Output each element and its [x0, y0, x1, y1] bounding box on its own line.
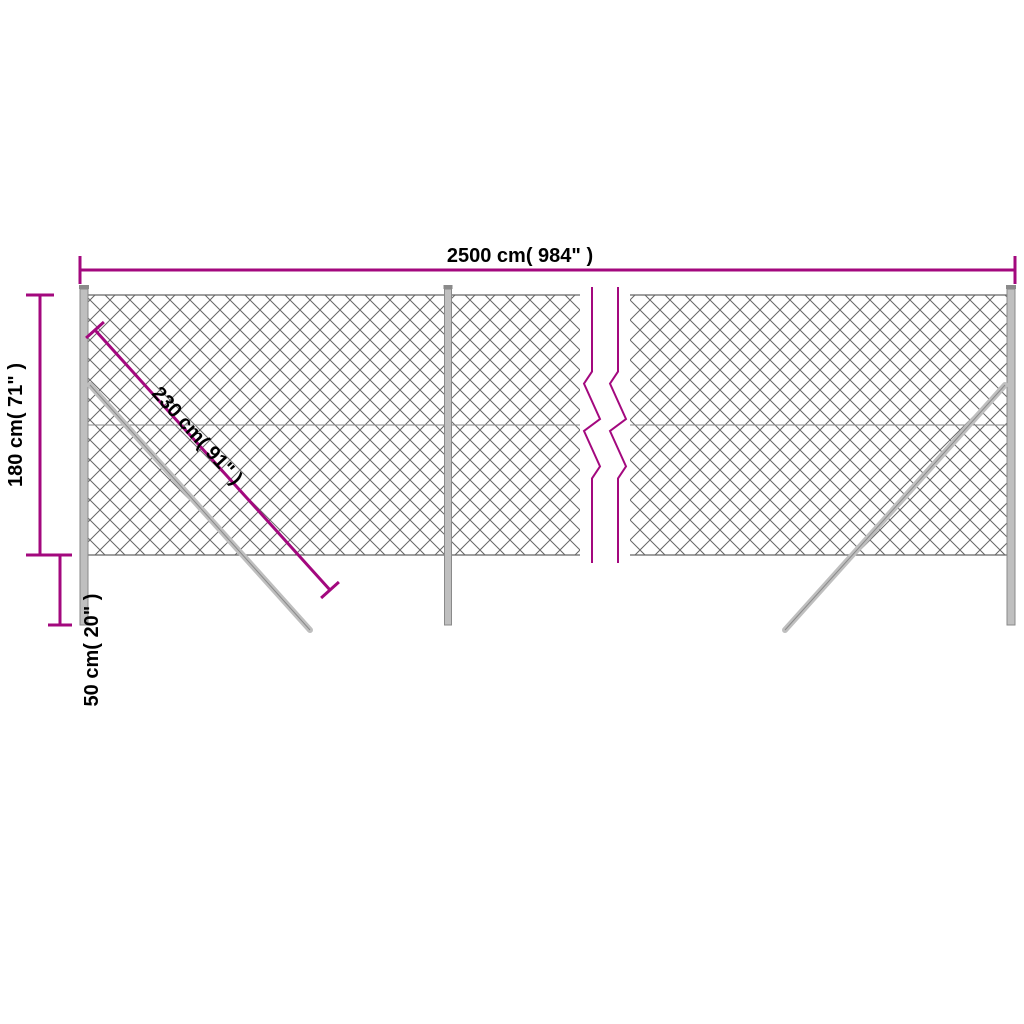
break-line — [610, 287, 626, 563]
mesh-panel — [630, 295, 1009, 555]
fence-post — [80, 289, 88, 625]
break-line — [584, 287, 600, 563]
dimension-label: 180 cm( 71" ) — [5, 363, 27, 487]
dimension-label: 2500 cm( 984" ) — [447, 245, 593, 267]
post-cap — [444, 285, 453, 289]
post-cap — [79, 285, 89, 289]
dimension-label: 50 cm( 20" ) — [81, 594, 103, 707]
post-cap — [1006, 285, 1016, 289]
fence-post — [1007, 289, 1015, 625]
mesh-panel — [86, 295, 580, 555]
fence-post — [445, 289, 452, 625]
fence-dimension-diagram: 2500 cm( 984" ) 180 cm( 71" ) 50 cm( 20" )… — [0, 0, 1024, 1024]
